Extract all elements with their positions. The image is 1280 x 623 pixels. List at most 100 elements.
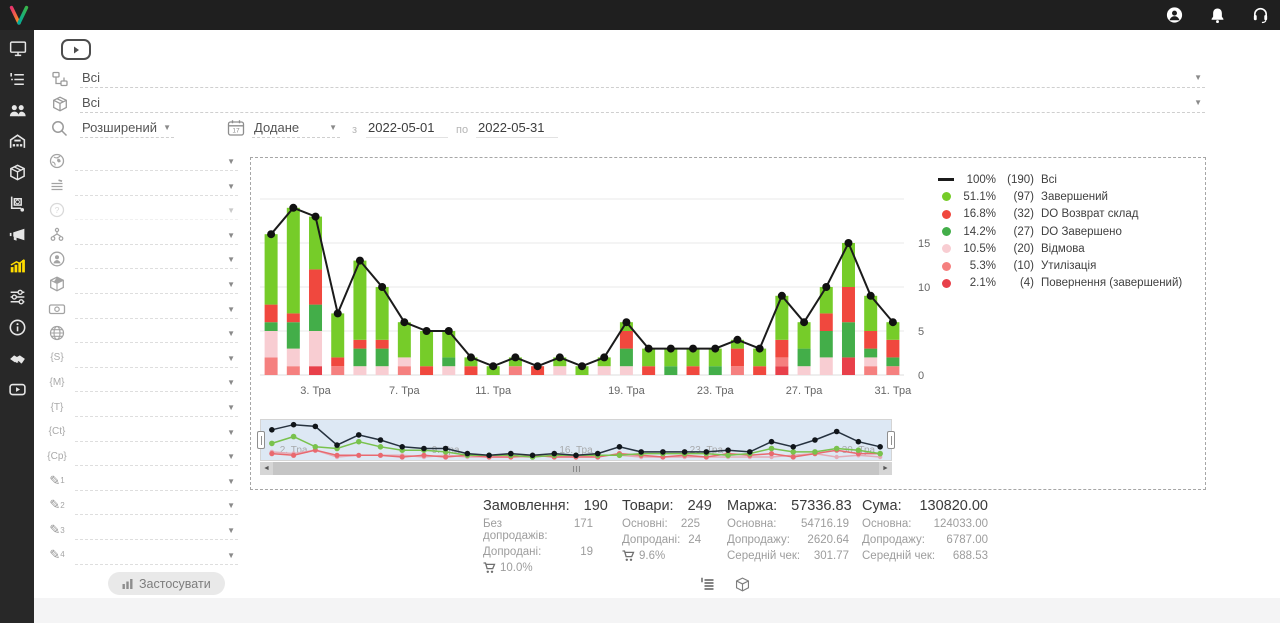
filter-row-person-circle-select[interactable]: ▼ (75, 250, 238, 270)
date-to-input[interactable]: 2022-05-31 (476, 118, 558, 138)
bar-segment[interactable] (864, 357, 878, 367)
bar-segment[interactable] (841, 243, 855, 287)
legend-item-2[interactable]: 16.8% (32) DO Возврат склад (936, 206, 1204, 223)
bar-segment[interactable] (331, 313, 345, 358)
bar-segment[interactable] (775, 357, 789, 367)
line-marker[interactable] (444, 327, 453, 335)
line-marker[interactable] (311, 212, 320, 221)
bar-segment[interactable] (353, 339, 367, 349)
bar-segment[interactable] (353, 348, 367, 367)
bar-segment[interactable] (619, 348, 633, 367)
filter-row-status-lines-select[interactable]: ▼ (75, 177, 238, 196)
list-view-toggle[interactable] (698, 575, 716, 593)
line-marker[interactable] (866, 291, 875, 300)
bar-segment[interactable] (775, 339, 789, 358)
bar-segment[interactable] (864, 366, 878, 375)
bar-segment[interactable] (664, 366, 678, 375)
bar-segment[interactable] (264, 357, 278, 375)
bar-segment[interactable] (286, 348, 300, 367)
product-filter-select[interactable]: Всі ▼ (80, 93, 1205, 113)
bar-segment[interactable] (864, 348, 878, 358)
bar-segment[interactable] (864, 331, 878, 349)
line-marker[interactable] (511, 353, 520, 362)
bar-segment[interactable] (264, 331, 278, 358)
bar-segment[interactable] (886, 339, 900, 358)
bar-segment[interactable] (753, 348, 767, 367)
bar-segment[interactable] (286, 207, 300, 314)
line-marker[interactable] (733, 335, 742, 344)
bar-segment[interactable] (797, 322, 811, 349)
bar-segment[interactable] (508, 357, 522, 367)
bar-segment[interactable] (420, 366, 434, 375)
sidebar-item-partners[interactable] (8, 349, 27, 368)
line-marker[interactable] (422, 327, 431, 335)
filter-row-cp-select[interactable]: ▼ (75, 447, 238, 467)
filter-row-globe-flag-select[interactable]: ▼ (75, 152, 238, 171)
bar-segment[interactable] (420, 331, 434, 367)
line-marker[interactable] (289, 203, 298, 212)
bar-segment[interactable] (841, 287, 855, 323)
bar-segment[interactable] (597, 366, 611, 375)
bar-segment[interactable] (464, 357, 478, 367)
chart-scrollbar[interactable]: ◄ ► (260, 462, 892, 475)
sidebar-item-procurement[interactable] (8, 194, 27, 213)
bar-segment[interactable] (775, 366, 789, 375)
bar-segment[interactable] (442, 331, 456, 358)
scroll-right-button[interactable]: ► (879, 462, 892, 475)
line-marker[interactable] (888, 318, 897, 327)
sidebar-item-statistics[interactable] (8, 256, 27, 275)
line-marker[interactable] (333, 309, 342, 318)
line-marker[interactable] (689, 344, 698, 353)
status-tree-select[interactable]: Всі ▼ (80, 68, 1205, 88)
bar-segment[interactable] (375, 339, 389, 349)
bar-segment[interactable] (486, 366, 500, 375)
line-marker[interactable] (711, 344, 720, 353)
bar-segment[interactable] (664, 348, 678, 367)
sidebar-item-clients[interactable] (8, 101, 27, 120)
bar-segment[interactable] (264, 304, 278, 323)
bell-icon[interactable] (1208, 6, 1227, 25)
navigator-handle-left[interactable] (257, 431, 265, 449)
bar-segment[interactable] (264, 234, 278, 305)
navigator-handle-right[interactable] (887, 431, 895, 449)
bar-segment[interactable] (619, 322, 633, 331)
bar-segment[interactable] (553, 366, 567, 375)
bar-segment[interactable] (708, 348, 722, 367)
brand-logo-icon[interactable] (7, 3, 31, 27)
bar-segment[interactable] (375, 348, 389, 367)
bar-segment[interactable] (575, 366, 589, 375)
line-marker[interactable] (644, 344, 653, 353)
scroll-left-button[interactable]: ◄ (260, 462, 273, 475)
bar-segment[interactable] (797, 348, 811, 367)
bar-segment[interactable] (841, 322, 855, 358)
bar-segment[interactable] (531, 366, 545, 375)
bar-segment[interactable] (642, 366, 656, 375)
line-marker[interactable] (800, 318, 809, 327)
sidebar-item-products[interactable] (8, 163, 27, 182)
chart-navigator[interactable]: 2. Тра 9. Тра 16. Тра 23. Тра 30. Тра (257, 419, 895, 461)
bar-segment[interactable] (286, 322, 300, 349)
bar-segment[interactable] (309, 366, 323, 375)
bar-segment[interactable] (708, 366, 722, 375)
bar-segment[interactable] (397, 322, 411, 358)
filter-row-money-select[interactable]: ▼ (75, 300, 238, 319)
bar-segment[interactable] (686, 366, 700, 375)
bar-segment[interactable] (797, 366, 811, 375)
filter-row-custom-1-select[interactable]: ▼ (75, 472, 238, 491)
bar-segment[interactable] (353, 260, 367, 340)
user-icon[interactable] (1165, 6, 1184, 25)
line-marker[interactable] (600, 353, 609, 362)
bar-segment[interactable] (264, 322, 278, 331)
bar-segment[interactable] (686, 348, 700, 367)
filter-row-custom-3-select[interactable]: ▼ (75, 521, 238, 540)
line-marker[interactable] (355, 256, 364, 265)
line-marker[interactable] (844, 239, 853, 247)
sidebar-item-orders[interactable] (8, 70, 27, 89)
bar-segment[interactable] (819, 313, 833, 331)
product-view-toggle[interactable] (733, 575, 751, 593)
line-marker[interactable] (489, 362, 498, 371)
bar-segment[interactable] (375, 287, 389, 340)
line-marker[interactable] (822, 283, 831, 291)
line-marker[interactable] (533, 362, 542, 371)
bar-segment[interactable] (597, 357, 611, 367)
